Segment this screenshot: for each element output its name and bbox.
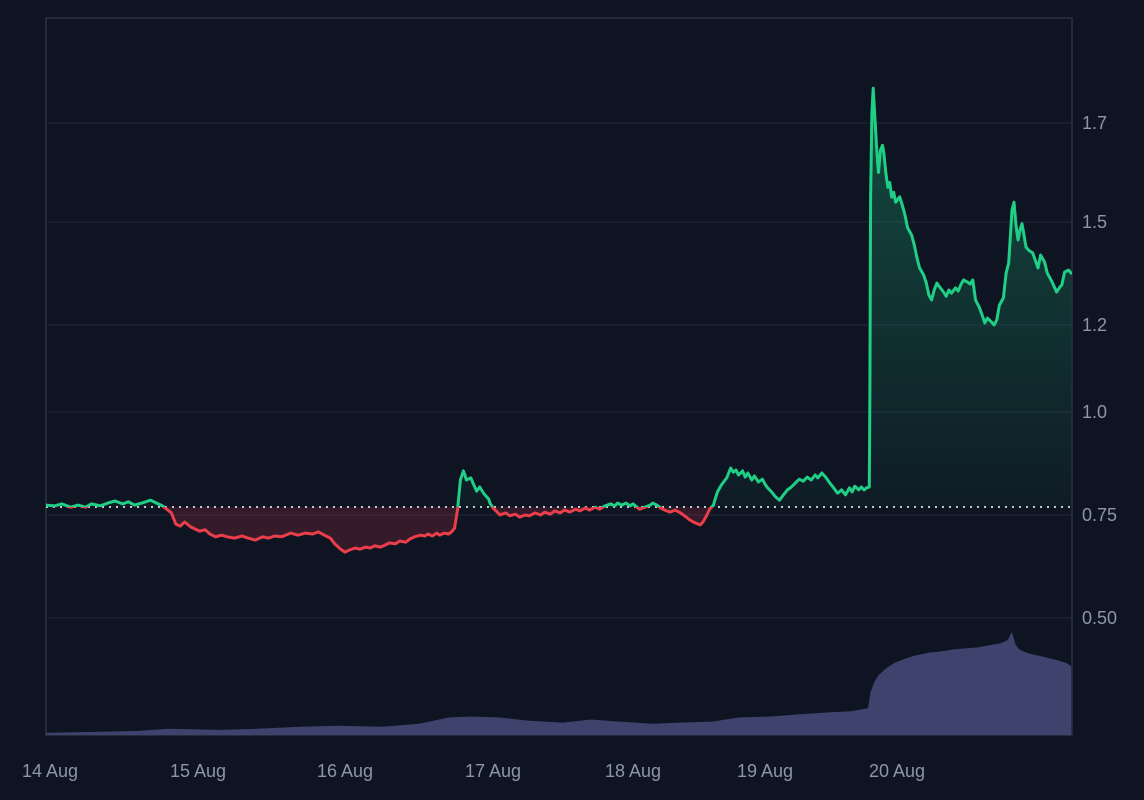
price-line-up bbox=[46, 86, 1072, 507]
y-tick-label-0.75: 0.75 bbox=[1082, 505, 1117, 525]
x-tick-label-19-aug: 19 Aug bbox=[737, 761, 793, 781]
y-tick-label-1.0: 1.0 bbox=[1082, 402, 1107, 422]
x-tick-label-15-aug: 15 Aug bbox=[170, 761, 226, 781]
y-tick-label-1.5: 1.5 bbox=[1082, 212, 1107, 232]
x-tick-label-18-aug: 18 Aug bbox=[605, 761, 661, 781]
price-area-up-fill bbox=[46, 88, 1072, 507]
y-tick-label-0.50: 0.50 bbox=[1082, 608, 1117, 628]
x-tick-label-17-aug: 17 Aug bbox=[465, 761, 521, 781]
y-tick-label-1.2: 1.2 bbox=[1082, 315, 1107, 335]
x-tick-label-14-aug: 14 Aug bbox=[22, 761, 78, 781]
price-line-down bbox=[49, 507, 714, 554]
y-tick-label-1.7: 1.7 bbox=[1082, 113, 1107, 133]
x-tick-label-20-aug: 20 Aug bbox=[869, 761, 925, 781]
price-area-down-fill bbox=[46, 507, 1072, 553]
x-tick-label-16-aug: 16 Aug bbox=[317, 761, 373, 781]
volume-area bbox=[45, 632, 1072, 735]
